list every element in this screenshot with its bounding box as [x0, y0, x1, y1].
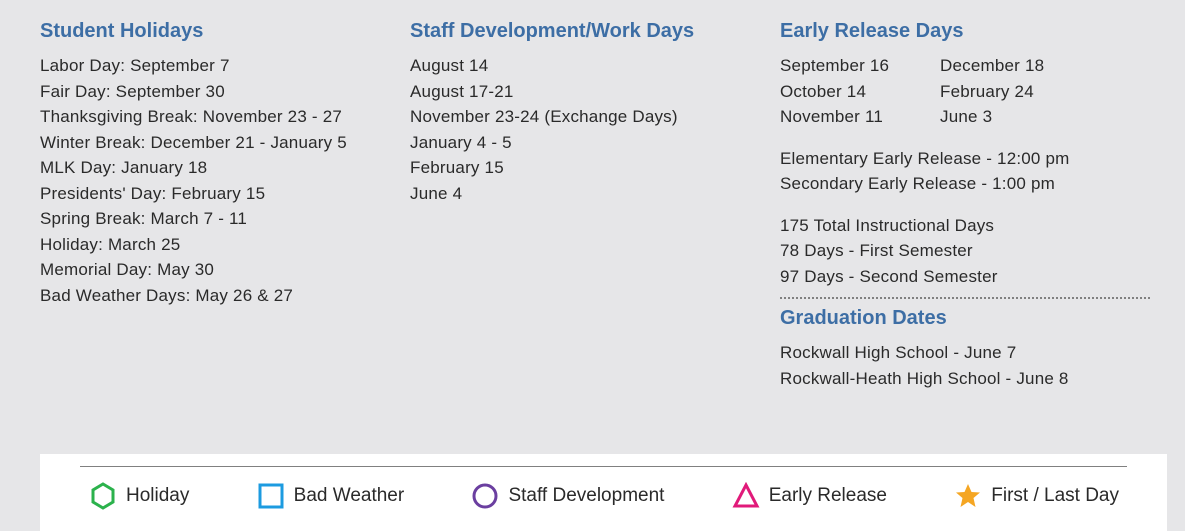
holiday-item: Holiday: March 25 — [40, 232, 410, 258]
holiday-item: Bad Weather Days: May 26 & 27 — [40, 283, 410, 309]
legend-label: Early Release — [769, 485, 887, 507]
legend-label: Staff Development — [508, 485, 664, 507]
legend-divider — [80, 466, 1127, 467]
star-icon — [953, 481, 983, 511]
legend-early-release: Early Release — [731, 481, 887, 511]
legend-bad-weather: Bad Weather — [256, 481, 405, 511]
release-time: Elementary Early Release - 12:00 pm — [780, 146, 1150, 172]
holiday-item: Labor Day: September 7 — [40, 53, 410, 79]
holiday-item: Presidents' Day: February 15 — [40, 181, 410, 207]
legend-label: Bad Weather — [294, 485, 405, 507]
graduation-item: Rockwall-Heath High School - June 8 — [780, 366, 1150, 392]
dotted-divider — [780, 297, 1150, 299]
holiday-item: Spring Break: March 7 - 11 — [40, 206, 410, 232]
staff-dev-item: August 17-21 — [410, 79, 780, 105]
early-release-date: February 24 — [940, 79, 1044, 105]
holiday-item: Thanksgiving Break: November 23 - 27 — [40, 104, 410, 130]
instructional-days: 78 Days - First Semester — [780, 238, 1150, 264]
holiday-item: Fair Day: September 30 — [40, 79, 410, 105]
graduation-item: Rockwall High School - June 7 — [780, 340, 1150, 366]
instructional-days: 97 Days - Second Semester — [780, 264, 1150, 290]
staff-dev-item: June 4 — [410, 181, 780, 207]
early-release-date: June 3 — [940, 104, 1044, 130]
graduation-header: Graduation Dates — [780, 307, 1150, 330]
staff-dev-item: February 15 — [410, 155, 780, 181]
holiday-item: Winter Break: December 21 - January 5 — [40, 130, 410, 156]
staff-dev-item: January 4 - 5 — [410, 130, 780, 156]
student-holidays-header: Student Holidays — [40, 20, 410, 43]
holiday-item: MLK Day: January 18 — [40, 155, 410, 181]
early-release-date: December 18 — [940, 53, 1044, 79]
staff-dev-item: November 23-24 (Exchange Days) — [410, 104, 780, 130]
staff-development-header: Staff Development/Work Days — [410, 20, 780, 43]
legend-row: Holiday Bad Weather Staff Development — [80, 481, 1127, 511]
early-release-header: Early Release Days — [780, 20, 1150, 43]
circle-icon — [470, 481, 500, 511]
column-early-release: Early Release Days September 16 October … — [780, 20, 1150, 391]
hexagon-icon — [88, 481, 118, 511]
legend-box: Holiday Bad Weather Staff Development — [40, 454, 1167, 531]
early-release-date: September 16 — [780, 53, 940, 79]
early-release-dates: September 16 October 14 November 11 Dece… — [780, 53, 1150, 130]
holiday-item: Memorial Day: May 30 — [40, 257, 410, 283]
column-student-holidays: Student Holidays Labor Day: September 7 … — [40, 20, 410, 391]
legend-staff-dev: Staff Development — [470, 481, 664, 511]
legend-first-last: First / Last Day — [953, 481, 1119, 511]
early-release-date: November 11 — [780, 104, 940, 130]
content-columns: Student Holidays Labor Day: September 7 … — [0, 0, 1185, 391]
instructional-days: 175 Total Instructional Days — [780, 213, 1150, 239]
triangle-icon — [731, 481, 761, 511]
column-staff-development: Staff Development/Work Days August 14 Au… — [410, 20, 780, 391]
release-time: Secondary Early Release - 1:00 pm — [780, 171, 1150, 197]
staff-dev-item: August 14 — [410, 53, 780, 79]
legend-label: Holiday — [126, 485, 189, 507]
legend-label: First / Last Day — [991, 485, 1119, 507]
early-release-date: October 14 — [780, 79, 940, 105]
square-icon — [256, 481, 286, 511]
legend-holiday: Holiday — [88, 481, 189, 511]
